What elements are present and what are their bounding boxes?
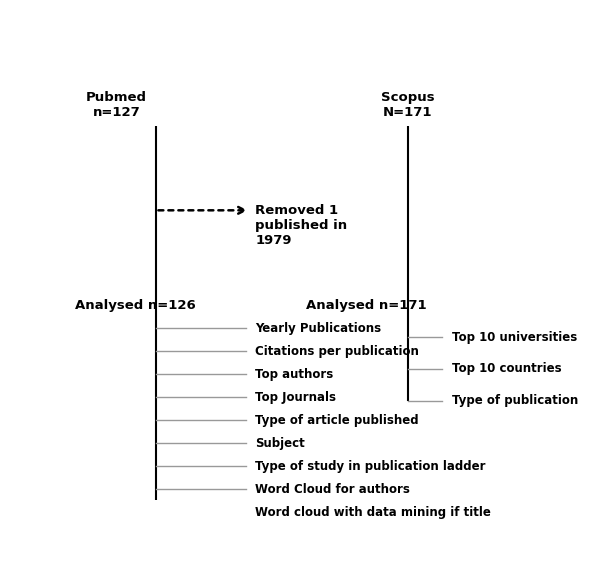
Text: Top 10 countries: Top 10 countries <box>452 363 561 375</box>
Text: Type of study in publication ladder: Type of study in publication ladder <box>255 460 485 473</box>
Text: Type of article published: Type of article published <box>255 414 418 426</box>
Text: Pubmed
n=127: Pubmed n=127 <box>86 91 147 119</box>
Text: Analysed n=171: Analysed n=171 <box>306 299 427 312</box>
Text: Top authors: Top authors <box>255 368 333 381</box>
Text: Subject: Subject <box>255 437 305 450</box>
Text: Analysed n=126: Analysed n=126 <box>75 299 195 312</box>
Text: Scopus
N=171: Scopus N=171 <box>381 91 435 119</box>
Text: Top 10 universities: Top 10 universities <box>452 331 577 344</box>
Text: Word Cloud for authors: Word Cloud for authors <box>255 483 410 496</box>
Text: Removed 1
published in
1979: Removed 1 published in 1979 <box>255 204 347 247</box>
Text: Word cloud with data mining if title: Word cloud with data mining if title <box>255 506 491 519</box>
Text: Yearly Publications: Yearly Publications <box>255 322 381 335</box>
Text: Citations per publication: Citations per publication <box>255 345 419 358</box>
Text: Top Journals: Top Journals <box>255 391 336 404</box>
Text: Type of publication: Type of publication <box>452 394 578 408</box>
